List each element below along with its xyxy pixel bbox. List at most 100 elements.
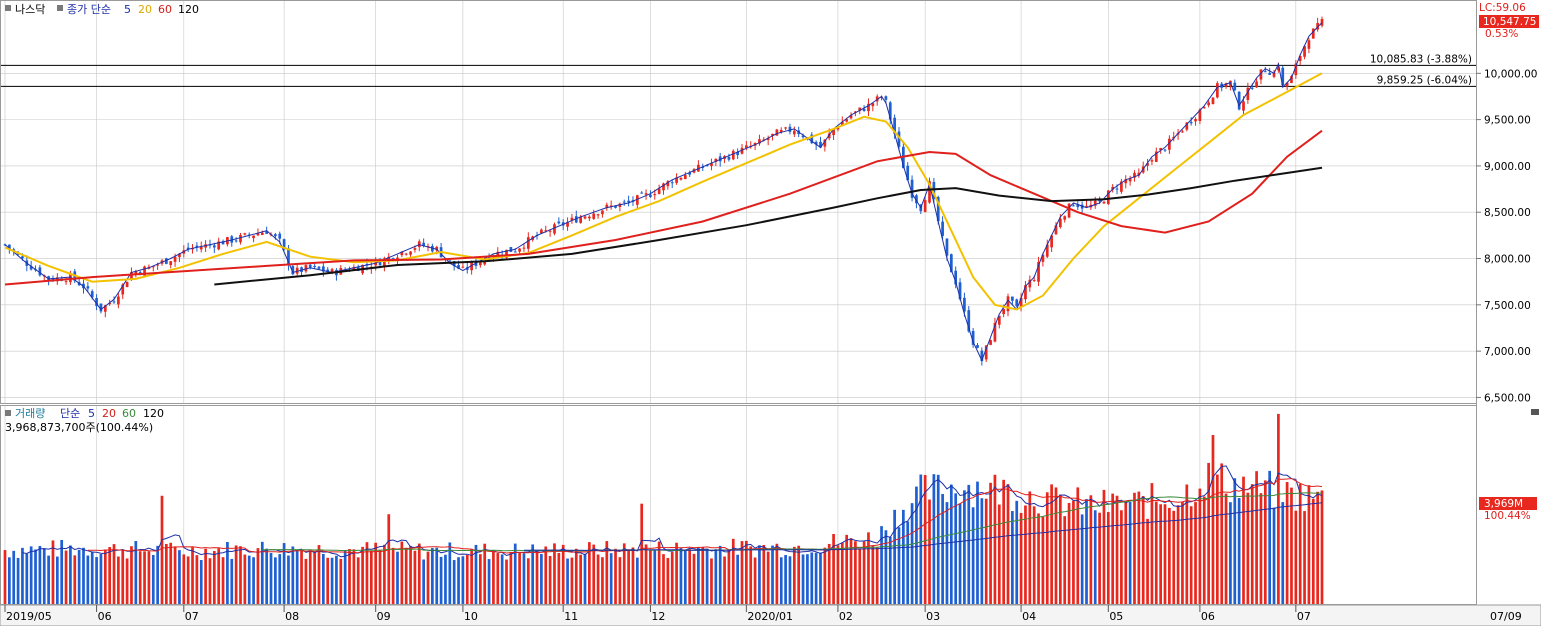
- candle-body: [745, 145, 748, 148]
- volume-bar: [649, 550, 652, 604]
- current-volume-label: 3,968,873,700주(100.44%): [5, 421, 153, 434]
- volume-bar: [1250, 484, 1254, 604]
- candle-body: [884, 96, 888, 100]
- candle-body: [1128, 178, 1132, 182]
- volume-bar: [1181, 501, 1184, 604]
- candle-body: [108, 303, 112, 305]
- candle-body: [1028, 279, 1032, 288]
- volume-bar: [186, 556, 190, 604]
- volume-bar: [862, 541, 866, 604]
- candle-body: [997, 315, 1001, 325]
- volume-ma-label: 단순: [60, 407, 80, 420]
- volume-bar: [1120, 510, 1123, 604]
- volume-bar: [801, 554, 805, 604]
- volume-panel-close-icon[interactable]: [1531, 409, 1539, 415]
- volume-bar: [945, 502, 949, 604]
- volume-bar: [1028, 491, 1032, 604]
- volume-bar: [771, 545, 774, 604]
- candle-body: [949, 254, 953, 273]
- volume-bar: [588, 542, 591, 604]
- candle-body: [383, 258, 386, 267]
- volume-bar: [282, 543, 286, 604]
- candle-body: [1168, 138, 1171, 150]
- candle-body: [1133, 172, 1136, 178]
- volume-bar: [928, 499, 931, 604]
- candle-body: [705, 165, 709, 167]
- candle-body: [478, 262, 482, 266]
- volume-bar: [592, 544, 596, 604]
- candle-body: [282, 239, 286, 250]
- candle-body: [1285, 82, 1289, 87]
- vma5-label: 5: [88, 407, 95, 420]
- candle-body: [448, 260, 452, 262]
- volume-bar: [439, 556, 443, 604]
- candle-body: [779, 129, 783, 133]
- candle-body: [256, 233, 260, 236]
- candle-body: [112, 301, 116, 303]
- volume-bar: [561, 544, 565, 604]
- candle-body: [326, 269, 330, 272]
- candle-body: [814, 141, 818, 145]
- candle-body: [675, 177, 678, 183]
- volume-bar: [775, 543, 779, 604]
- candle-body: [710, 163, 713, 167]
- date-axis-label: 03: [926, 610, 940, 623]
- volume-bar: [500, 554, 504, 604]
- volume-bar: [923, 475, 927, 604]
- candle-body: [845, 119, 849, 122]
- candle-body: [1202, 107, 1206, 109]
- candle-body: [923, 200, 927, 213]
- candle-body: [287, 248, 290, 266]
- candle-body: [867, 103, 870, 112]
- volume-bar: [993, 474, 997, 604]
- volume-bar: [1128, 502, 1132, 604]
- candle-body: [1277, 66, 1280, 71]
- candle-body: [736, 151, 739, 156]
- volume-bar: [666, 557, 670, 604]
- candle-body: [178, 253, 181, 258]
- volume-bar: [234, 545, 238, 604]
- candle-body: [1255, 81, 1258, 88]
- lc-label: LC:59.06: [1479, 2, 1526, 14]
- volume-bar: [505, 559, 508, 604]
- volume-title: 거래량: [15, 407, 45, 420]
- date-corner-label: 07/09: [1490, 610, 1522, 623]
- candle-body: [801, 135, 805, 138]
- volume-bar: [1285, 482, 1289, 604]
- candle-body: [352, 267, 356, 270]
- candle-body: [832, 128, 835, 136]
- volume-bar: [77, 549, 81, 604]
- date-axis-strip: [0, 604, 1541, 626]
- candle-body: [557, 221, 561, 224]
- price-panel-menu-icon[interactable]: [5, 5, 11, 11]
- ma-legend-icon[interactable]: [57, 5, 63, 11]
- volume-bar: [745, 540, 748, 604]
- volume-bar: [596, 554, 600, 604]
- volume-bar: [117, 556, 120, 604]
- volume-bar: [627, 549, 630, 604]
- volume-bar: [1220, 463, 1224, 604]
- ma60-line: [4, 129, 1323, 286]
- volume-bar: [1054, 487, 1058, 604]
- volume-bar: [1102, 489, 1106, 604]
- volume-bar: [1041, 516, 1045, 604]
- volume-bar: [880, 526, 883, 604]
- candle-body: [378, 261, 382, 266]
- volume-bar: [1246, 492, 1250, 604]
- candle-body: [1150, 160, 1154, 162]
- volume-panel-menu-icon[interactable]: [5, 410, 11, 416]
- candle-body: [130, 272, 133, 281]
- volume-bar: [51, 540, 55, 604]
- candle-body: [86, 286, 90, 289]
- volume-bar: [82, 547, 85, 604]
- candle-body: [871, 103, 875, 107]
- candle-body: [758, 139, 761, 144]
- volume-bar: [108, 547, 112, 604]
- volume-bar: [38, 545, 42, 604]
- volume-bar: [1137, 491, 1141, 604]
- volume-bar: [919, 474, 923, 604]
- volume-bar: [143, 551, 146, 604]
- candle-body: [570, 217, 574, 221]
- volume-bar: [688, 549, 692, 604]
